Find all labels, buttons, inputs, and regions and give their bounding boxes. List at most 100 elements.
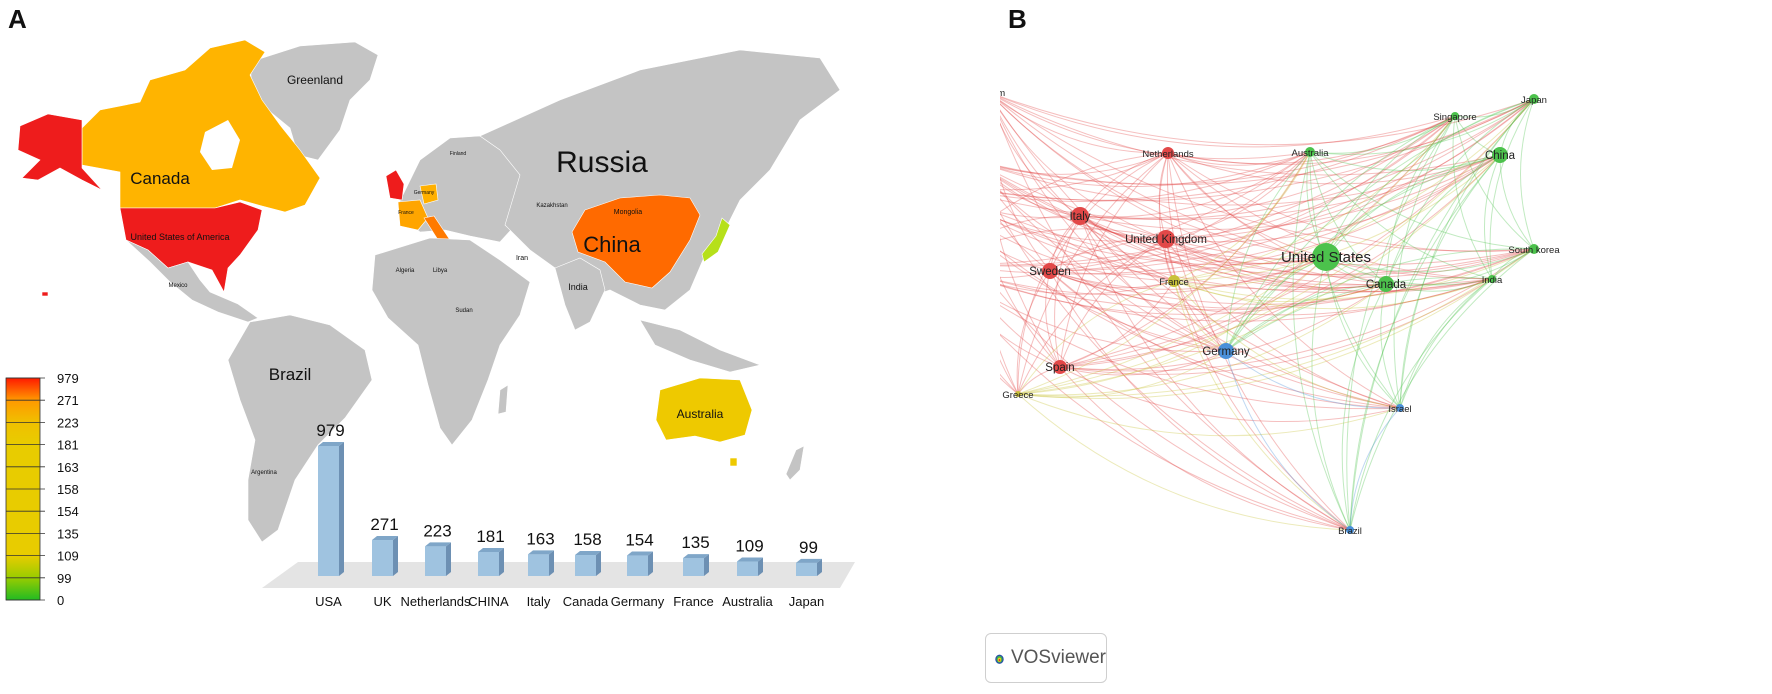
- network-edge: [1017, 278, 1493, 400]
- network-edge: [1349, 407, 1401, 531]
- network-edge: [1325, 154, 1501, 258]
- network-edge: [1311, 256, 1351, 531]
- network-edge: [1000, 220, 1051, 272]
- network-edge: [1000, 250, 1401, 409]
- continent-south-america: [227, 314, 373, 543]
- network-edge: [1173, 256, 1327, 286]
- bar-data-label: 135: [681, 533, 709, 552]
- network-node-label: Canada: [1366, 279, 1407, 291]
- network-edge: [1079, 152, 1169, 217]
- network-edge: [1017, 238, 1167, 395]
- network-node-label: India: [1482, 275, 1503, 286]
- network-node: [1451, 112, 1459, 120]
- network-edge: [1000, 176, 1051, 272]
- network-edge: [1049, 154, 1501, 275]
- network-edge: [1079, 115, 1456, 219]
- network-edge: [1309, 151, 1401, 409]
- bar-chart-floor: [262, 562, 855, 588]
- network-edge: [1349, 278, 1493, 531]
- network-edge: [1000, 248, 1535, 311]
- network-edge: [1000, 174, 1535, 266]
- network-edge: [1049, 270, 1175, 289]
- network-edge: [1079, 215, 1401, 409]
- network-edge: [1017, 215, 1081, 395]
- network-node-label: United States: [1281, 249, 1371, 266]
- network-node: [1071, 207, 1089, 225]
- network-edge: [1000, 250, 1051, 272]
- network-edge: [1000, 334, 1351, 531]
- network-edge: [1225, 248, 1535, 352]
- network-edge: [1000, 211, 1351, 531]
- network-edge: [1346, 115, 1456, 531]
- bar-front-australia: [737, 561, 758, 576]
- network-edge: [1399, 278, 1493, 409]
- network-nodes: BelgiumDenmarkNorwayNetherlandsItalyUnit…: [1000, 88, 1560, 537]
- network-edge: [1049, 270, 1351, 531]
- network-edge: [1059, 366, 1351, 531]
- country-usa-alaska: [17, 113, 103, 191]
- network-edge: [1000, 197, 1227, 352]
- network-edge: [1452, 115, 1493, 280]
- network-edge: [1483, 154, 1501, 280]
- bar-category-label: France: [673, 594, 713, 609]
- network-node-label: Israel: [1388, 404, 1411, 415]
- network-edge: [1000, 101, 1493, 280]
- network-edge: [1000, 278, 1493, 322]
- network-edge: [1309, 115, 1456, 154]
- network-edge: [1225, 350, 1351, 531]
- collaboration-network: BelgiumDenmarkNorwayNetherlandsItalyUnit…: [1000, 88, 1560, 537]
- bar-top: [478, 547, 504, 552]
- network-edge: [1000, 103, 1387, 285]
- network-edge: [1000, 122, 1081, 217]
- bar-data-label: 99: [799, 538, 818, 557]
- network-edge: [1385, 98, 1535, 285]
- network-edge: [1079, 215, 1493, 292]
- network-edge: [1385, 248, 1535, 287]
- network-edge: [1000, 98, 1311, 160]
- network-edge: [1049, 256, 1327, 290]
- network-node: [1157, 230, 1175, 248]
- bar-front-italy: [528, 554, 549, 576]
- bar-front-netherlands: [425, 546, 446, 576]
- network-edge: [1000, 176, 1493, 286]
- network-edge: [1000, 98, 1535, 202]
- network-edge: [1167, 152, 1401, 409]
- network-edge: [1000, 100, 1169, 154]
- continent-asia: [479, 49, 841, 311]
- map-label-germany: Germany: [414, 190, 435, 196]
- map-label-argentina: Argentina: [251, 470, 277, 476]
- map-label-sudan: Sudan: [455, 308, 472, 314]
- network-edge: [1000, 222, 1387, 291]
- map-label-brazil: Brazil: [269, 365, 312, 384]
- network-edge: [1079, 98, 1535, 220]
- network-edge: [1054, 215, 1081, 368]
- network-edge: [1079, 215, 1167, 240]
- bar-front-usa: [318, 446, 339, 576]
- network-edge: [1000, 215, 1081, 229]
- bar-top: [627, 551, 653, 556]
- network-edge: [1000, 115, 1456, 185]
- network-edge: [1049, 248, 1535, 305]
- network-edge: [1000, 211, 1081, 219]
- country-uk: [385, 169, 405, 201]
- network-edge: [1385, 278, 1493, 292]
- world-map: Greenland Canada United States of Americ…: [5, 39, 855, 609]
- network-edge: [1000, 154, 1501, 206]
- panel-a-letter: A: [8, 4, 27, 34]
- map-label-mexico: Mexico: [168, 283, 188, 289]
- network-edge: [1165, 238, 1535, 278]
- network-edge: [1166, 152, 1227, 352]
- network-node: [1492, 147, 1508, 163]
- country-japan: [701, 217, 731, 263]
- country-australia: [655, 377, 753, 443]
- network-edge: [1173, 280, 1227, 352]
- network-edge: [1173, 151, 1311, 282]
- network-edge: [1059, 154, 1501, 368]
- network-edge: [1173, 278, 1493, 310]
- network-node-label: Singapore: [1433, 112, 1476, 123]
- country-china: [571, 194, 701, 289]
- network-edge: [1059, 115, 1456, 368]
- network-edge: [1000, 219, 1493, 293]
- network-edge: [1225, 256, 1327, 352]
- network-node-label: South korea: [1508, 245, 1560, 256]
